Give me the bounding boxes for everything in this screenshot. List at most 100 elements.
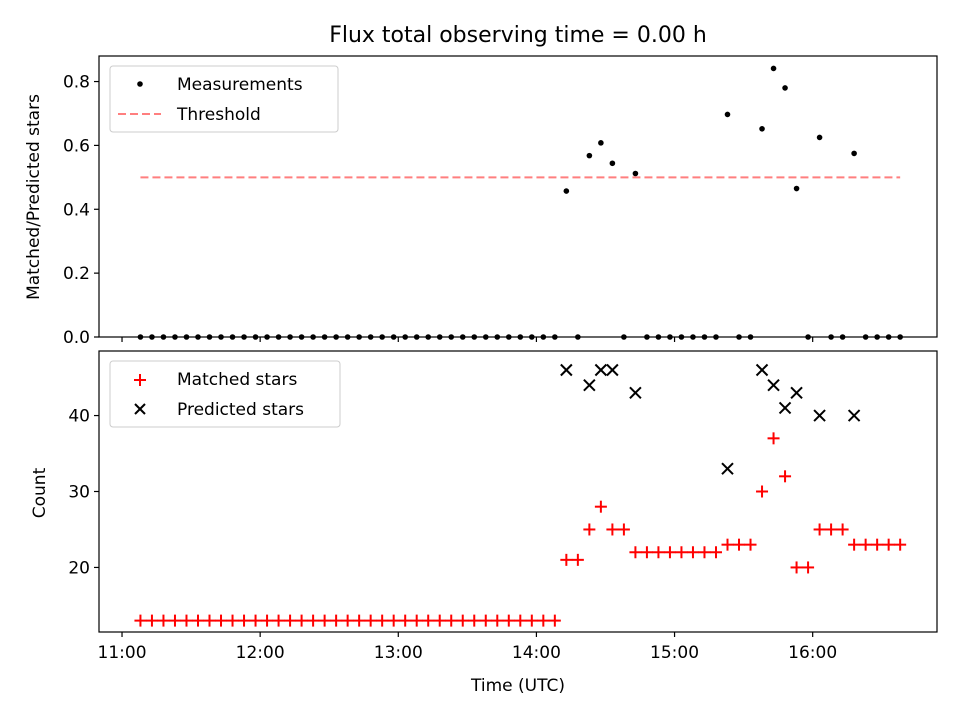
measurement-point	[356, 334, 362, 340]
legend-predicted-label: Predicted stars	[177, 400, 304, 420]
matched-star-point	[859, 538, 872, 551]
matched-star-point	[479, 614, 492, 627]
x-tick-label: 14:00	[512, 643, 561, 663]
measurement-point	[229, 334, 236, 340]
y-tick-label: 40	[68, 407, 90, 427]
measurement-point	[298, 334, 305, 340]
measurement-point	[172, 334, 178, 340]
measurement-point	[149, 334, 155, 340]
matched-star-point	[514, 614, 527, 627]
ratio-y-axis-label: Matched/Predicted stars	[24, 94, 44, 300]
measurement-point	[552, 334, 558, 340]
matched-star-point	[802, 561, 815, 574]
predicted-star-point	[767, 378, 780, 392]
matched-star-point	[238, 614, 251, 627]
measurement-point	[264, 334, 270, 340]
measurement-point	[759, 126, 765, 132]
measurement-point	[529, 334, 535, 340]
figure-title: Flux total observing time = 0.00 h	[329, 23, 707, 48]
y-tick-label: 0.2	[63, 264, 90, 284]
legend-threshold-label: Threshold	[176, 105, 261, 125]
matched-star-point	[790, 561, 803, 574]
measurement-point	[310, 334, 316, 340]
ratio-legend: Measurements Threshold	[109, 65, 339, 133]
matched-star-point	[675, 546, 688, 559]
ratio-panel: 0.00.20.40.60.8 Matched/Predicted stars …	[24, 55, 938, 348]
measurement-point	[816, 134, 823, 141]
measurement-point	[160, 334, 167, 340]
measurement-point	[448, 334, 455, 340]
matched-star-point	[203, 614, 216, 627]
y-tick-label: 0.4	[63, 200, 90, 220]
measurement-point	[667, 334, 673, 340]
matched-star-point	[848, 538, 861, 551]
measurement-point	[713, 334, 719, 340]
measurement-point	[287, 334, 293, 340]
matched-star-point	[191, 614, 204, 627]
predicted-star-point	[847, 409, 861, 422]
matched-star-point	[686, 546, 699, 559]
matched-star-point	[779, 470, 792, 483]
measurement-point	[828, 334, 834, 340]
measurement-point	[379, 334, 385, 340]
matched-star-point	[491, 614, 504, 627]
count-y-ticks: 20 30 40	[68, 407, 99, 578]
x-tick-label: 15:00	[650, 643, 699, 663]
measurement-point	[367, 334, 374, 340]
measurement-point	[482, 334, 489, 340]
matched-star-point	[617, 523, 630, 536]
matched-star-point	[721, 538, 734, 551]
measurement-point	[690, 334, 696, 340]
predicted-star-point	[560, 363, 573, 377]
matched-star-point	[399, 614, 412, 627]
ratio-legend-box	[109, 65, 339, 133]
measurement-point	[218, 334, 224, 340]
matched-star-point	[594, 500, 607, 513]
legend-matched-marker	[134, 374, 146, 386]
matched-star-point	[330, 614, 343, 627]
measurement-point	[678, 334, 685, 340]
matched-star-point	[445, 614, 458, 627]
measurement-point	[413, 334, 420, 340]
matched-star-point	[410, 614, 423, 627]
x-tick-label: 16:00	[788, 643, 837, 663]
y-tick-label: 0.0	[63, 328, 90, 348]
matched-star-point	[134, 614, 147, 627]
matched-star-point	[295, 614, 308, 627]
measurement-point	[586, 152, 593, 159]
legend-measurements-marker	[137, 81, 143, 87]
measurement-point	[494, 334, 501, 340]
matched-star-point	[215, 614, 228, 627]
predicted-star-point	[813, 409, 826, 422]
ratio-y-ticks: 0.0 0.2 0.4 0.6 0.8	[63, 73, 99, 348]
matched-star-point	[353, 614, 366, 627]
measurement-point	[252, 334, 259, 340]
measurement-point	[701, 334, 708, 340]
matched-star-point	[145, 614, 158, 627]
predicted-star-point	[721, 462, 734, 475]
measurement-point	[344, 334, 351, 340]
matched-star-point	[606, 523, 619, 536]
x-tick-label: 13:00	[374, 643, 423, 663]
x-tick-label: 11:00	[98, 643, 147, 663]
measurement-point	[724, 111, 731, 118]
measurement-point	[782, 85, 788, 91]
measurement-point	[874, 334, 880, 340]
matched-star-point	[836, 523, 849, 536]
matched-star-point	[226, 614, 239, 627]
count-x-ticks: 11:00 12:00 13:00 14:00 15:00 16:00	[98, 632, 837, 663]
measurement-point	[621, 334, 627, 340]
measurement-point	[862, 334, 869, 340]
legend-matched-label: Matched stars	[177, 370, 297, 390]
matched-star-point	[571, 553, 584, 566]
legend-predicted-marker	[134, 403, 146, 415]
matched-star-point	[168, 614, 181, 627]
matched-star-point	[767, 432, 780, 445]
measurement-point	[195, 334, 201, 340]
measurement-point	[655, 334, 662, 340]
matched-star-point	[825, 523, 838, 536]
predicted-star-point	[755, 363, 769, 377]
ratio-x-ticks	[121, 337, 814, 342]
measurement-point	[736, 334, 742, 340]
